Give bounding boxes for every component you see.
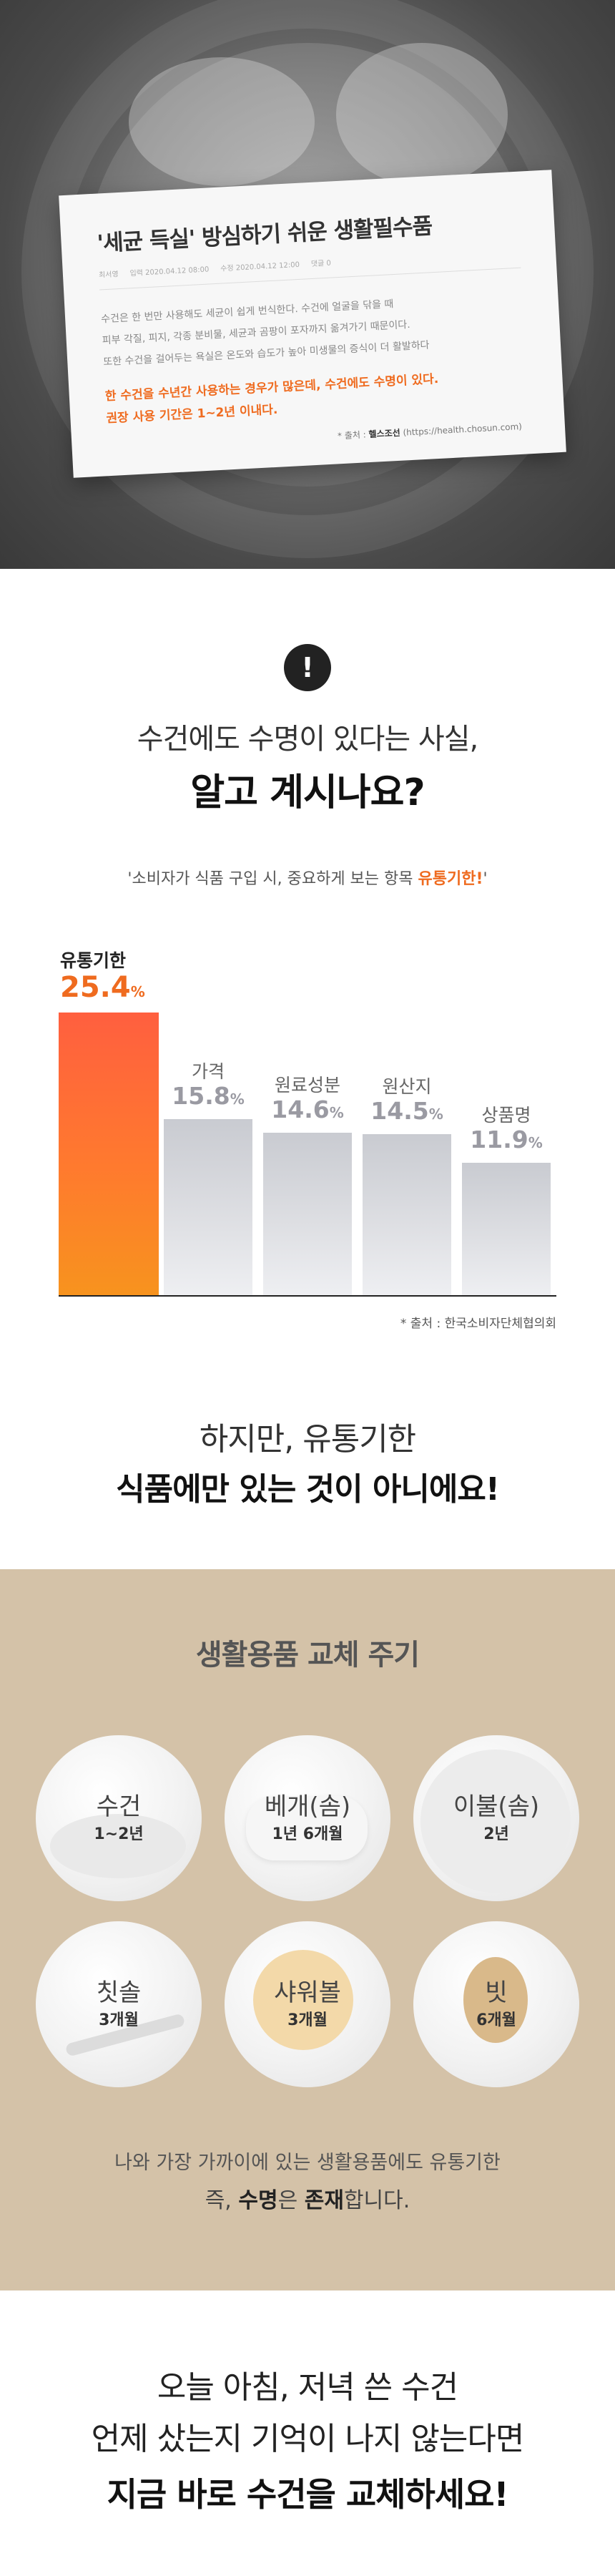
shower-ball-icon xyxy=(253,1950,353,2050)
bar-value-label: 14.5% xyxy=(370,1097,443,1125)
bar-value-label: 14.6% xyxy=(271,1096,344,1123)
hero-banner: '세균 득실' 방심하기 쉬운 생활필수품 최서영 입력 2020.04.12 … xyxy=(0,0,615,569)
cycle-note-line-2: 즉, 수명은 존재합니다. xyxy=(0,2182,615,2214)
bar-value-label: 25.4% xyxy=(60,971,145,1004)
item-comb: 빗 6개월 xyxy=(413,1921,579,2087)
transition-line-2: 식품에만 있는 것이 아니에요! xyxy=(116,1471,500,1508)
note-mid: 은 xyxy=(277,2188,305,2213)
note-suffix: 합니다. xyxy=(343,2188,410,2213)
item-name: 빗 xyxy=(485,1979,508,2007)
bar-value-label: 15.8% xyxy=(172,1082,245,1110)
bar-가격 xyxy=(164,1119,252,1295)
article-body: 수건은 한 번만 사용해도 세균이 쉽게 번식한다. 수건에 얼굴을 닦을 때 … xyxy=(100,287,525,374)
bar-category-label: 원산지 xyxy=(382,1076,432,1097)
note-prefix: 즉, xyxy=(205,2188,239,2213)
towel-shape xyxy=(336,43,508,186)
source-prefix: * 출처 : xyxy=(337,429,369,441)
item-period: 1~2년 xyxy=(94,1825,144,1843)
survey-quote: '소비자가 식품 구입 시, 중요하게 보는 항목 유통기한!' xyxy=(0,866,615,889)
chart-baseline xyxy=(59,1295,556,1297)
quote-suffix: ' xyxy=(483,870,488,888)
item-name: 샤워볼 xyxy=(274,1979,341,2007)
bar-category-label: 상품명 xyxy=(481,1105,531,1126)
source-name: 헬스조선 xyxy=(368,427,401,440)
cycle-title: 생활용품 교체 주기 xyxy=(195,1639,420,1672)
exclamation-icon: ! xyxy=(284,644,331,691)
bar-상품명 xyxy=(462,1163,551,1295)
towel-icon xyxy=(50,1814,186,1878)
purchase-factor-bar-chart: 25.4% 유통기한 15.8% 가격 14.6% 원료성분 14.5% 원산지 11.9% 상품… xyxy=(59,930,556,1302)
article-card: '세균 득실' 방심하기 쉬운 생활필수품 최서영 입력 2020.04.12 … xyxy=(59,170,566,478)
item-name: 칫솔 xyxy=(96,1979,142,2007)
item-towel: 수건 1~2년 xyxy=(36,1735,202,1901)
chart-source: * 출처 : 한국소비자단체협의회 xyxy=(400,1317,556,1331)
question-line-2: 알고 계시나요? xyxy=(190,771,425,814)
item-name: 베개(솜) xyxy=(264,1792,351,1821)
source-url: (https://health.chosun.com) xyxy=(403,421,523,438)
note-bold: 존재 xyxy=(304,2188,344,2213)
bar-원료성분 xyxy=(263,1133,352,1295)
item-name: 이불(솜) xyxy=(453,1792,540,1821)
article-comments: 댓글 0 xyxy=(310,259,332,268)
note-bold: 수명 xyxy=(238,2188,278,2213)
pillow-icon xyxy=(246,1796,368,1860)
article-title: '세균 득실' 방심하기 쉬운 생활필수품 xyxy=(96,213,433,257)
item-shower-ball: 샤워볼 3개월 xyxy=(225,1921,390,2087)
article-published: 입력 2020.04.12 08:00 xyxy=(129,265,210,278)
item-period: 6개월 xyxy=(476,2011,516,2029)
bar-category-label: 유통기한 xyxy=(60,950,127,971)
item-toothbrush: 칫솔 3개월 xyxy=(36,1921,202,2087)
quote-prefix: '소비자가 식품 구입 시, 중요하게 보는 항목 xyxy=(127,870,418,888)
item-period: 3개월 xyxy=(99,2011,139,2029)
bar-category-label: 가격 xyxy=(191,1061,225,1082)
transition-line-1: 하지만, 유통기한 xyxy=(199,1421,416,1458)
article-author: 최서영 xyxy=(98,270,119,280)
item-pillow: 베개(솜) 1년 6개월 xyxy=(225,1735,390,1901)
item-period: 2년 xyxy=(483,1825,509,1843)
towel-shape xyxy=(129,57,315,186)
article-highlight: 한 수건을 수년간 사용하는 경우가 많은데, 수건에도 수명이 있다. 권장 … xyxy=(104,364,528,430)
comb-icon xyxy=(463,1957,528,2043)
bar-원산지 xyxy=(363,1134,451,1295)
bar-category-label: 원료성분 xyxy=(274,1075,340,1096)
item-name: 수건 xyxy=(96,1792,142,1821)
cycle-note-line-1: 나와 가장 가까이에 있는 생활용품에도 유통기한 xyxy=(114,2152,501,2174)
closing-line-2: 언제 샀는지 기억이 나지 않는다면 xyxy=(91,2421,525,2457)
bar-유통기한 xyxy=(59,1013,159,1295)
article-updated: 수정 2020.04.12 12:00 xyxy=(220,260,300,273)
bar-value-label: 11.9% xyxy=(470,1126,543,1153)
closing-line-3: 지금 바로 수건을 교체하세요! xyxy=(107,2475,509,2514)
item-blanket: 이불(솜) 2년 xyxy=(413,1735,579,1901)
item-period: 1년 6개월 xyxy=(272,1825,343,1843)
question-line-1: 수건에도 수명이 있다는 사실, xyxy=(137,723,478,756)
quote-highlight: 유통기한! xyxy=(418,870,483,888)
closing-line-1: 오늘 아침, 저녁 쓴 수건 xyxy=(157,2369,458,2406)
blanket-icon xyxy=(420,1750,571,1893)
item-period: 3개월 xyxy=(287,2011,328,2029)
